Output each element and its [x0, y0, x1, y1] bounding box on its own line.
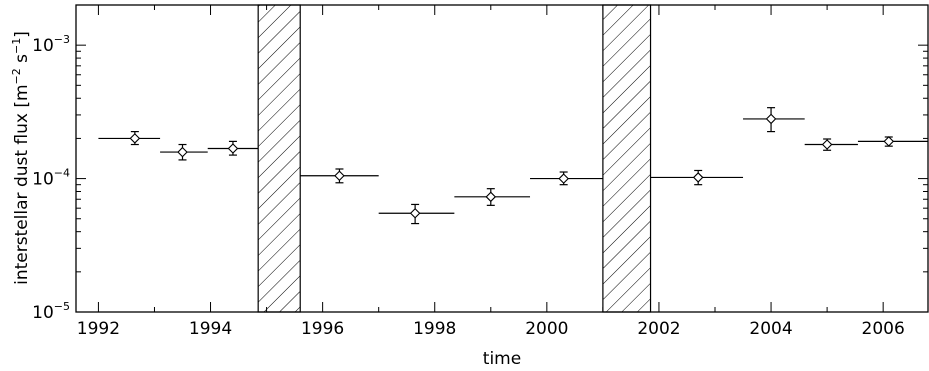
data-point-3	[207, 140, 259, 156]
hatched-interval-1	[257, 4, 301, 313]
y-ticks: 10−5 10−4 10−3	[32, 4, 928, 323]
y-axis-title-mid: s	[12, 54, 32, 68]
diamond-marker	[129, 133, 141, 144]
diamond-marker	[883, 136, 895, 147]
y-axis-title-exp1: −2	[10, 68, 23, 84]
data-point-9	[743, 107, 805, 133]
y-axis-title: interstellar dust flux [m−2 s−1]	[10, 31, 32, 285]
diamond-marker	[692, 172, 704, 183]
data-point-10	[804, 138, 858, 151]
y-axis-title-pre: interstellar dust flux [m	[12, 84, 32, 284]
plot-frame	[75, 4, 929, 313]
x-tick-label: 2006	[862, 319, 905, 339]
y-tick-label: 10−3	[32, 33, 70, 56]
hatched-gaps	[257, 4, 652, 313]
diamond-marker	[558, 173, 569, 184]
x-axis-title: time	[483, 349, 521, 369]
x-tick-label: 1992	[77, 319, 120, 339]
x-ticks: 1992 1994 1996 1998 2000 2002 2004 2006	[77, 5, 905, 339]
x-tick-label: 2002	[637, 319, 680, 339]
y-tick-label: 10−4	[32, 167, 70, 190]
x-tick-label: 1994	[189, 319, 232, 339]
y-tick-label: 10−5	[32, 300, 70, 323]
x-tick-label: 1998	[413, 319, 456, 339]
x-tick-label: 1996	[301, 319, 344, 339]
diamond-marker	[409, 207, 421, 219]
diamond-marker	[227, 143, 239, 154]
data-point-1	[98, 130, 161, 146]
x-tick-label: 2004	[749, 319, 792, 339]
x-tick-label: 2000	[525, 319, 568, 339]
data-point-4	[300, 168, 379, 184]
hatched-interval-2	[602, 4, 652, 313]
data-point-8	[650, 169, 744, 186]
data-point-6	[454, 188, 531, 206]
data-point-7	[530, 171, 603, 186]
diamond-marker	[334, 170, 345, 182]
diamond-marker	[821, 139, 833, 150]
data-point-5	[378, 203, 455, 225]
diamond-marker	[485, 191, 497, 203]
data-point-2	[160, 143, 208, 161]
diamond-marker	[177, 146, 188, 158]
y-axis-title-post: ]	[12, 31, 32, 38]
data-point-11	[857, 136, 928, 147]
data-points	[98, 107, 928, 225]
diamond-marker	[765, 113, 777, 125]
y-axis-title-exp2: −1	[10, 38, 23, 54]
